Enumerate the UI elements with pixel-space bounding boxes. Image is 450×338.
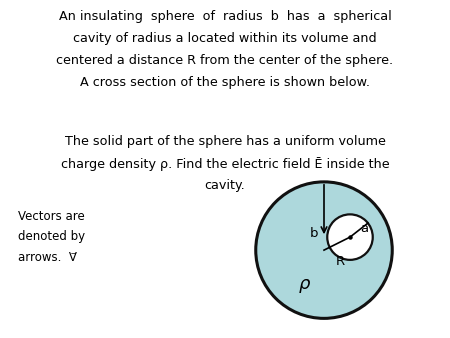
Text: centered a distance R from the center of the sphere.: centered a distance R from the center of… <box>56 54 394 67</box>
Text: denoted by: denoted by <box>18 231 85 243</box>
Text: $\rho$: $\rho$ <box>298 277 311 295</box>
Text: Vectors are: Vectors are <box>18 210 85 222</box>
Circle shape <box>327 214 373 260</box>
Text: cavity of radius a located within its volume and: cavity of radius a located within its vo… <box>73 32 377 45</box>
Text: R: R <box>336 255 345 268</box>
Text: The solid part of the sphere has a uniform volume: The solid part of the sphere has a unifo… <box>64 135 386 148</box>
Circle shape <box>256 182 392 318</box>
Text: A cross section of the sphere is shown below.: A cross section of the sphere is shown b… <box>80 76 370 89</box>
Text: An insulating  sphere  of  radius  b  has  a  spherical: An insulating sphere of radius b has a s… <box>58 10 392 23</box>
Text: a: a <box>360 222 369 236</box>
Text: cavity.: cavity. <box>205 179 245 192</box>
Text: arrows.  V⃗: arrows. V⃗ <box>18 251 77 264</box>
Text: charge density ρ. Find the electric field Ē inside the: charge density ρ. Find the electric fiel… <box>61 157 389 171</box>
Text: b: b <box>310 227 319 240</box>
